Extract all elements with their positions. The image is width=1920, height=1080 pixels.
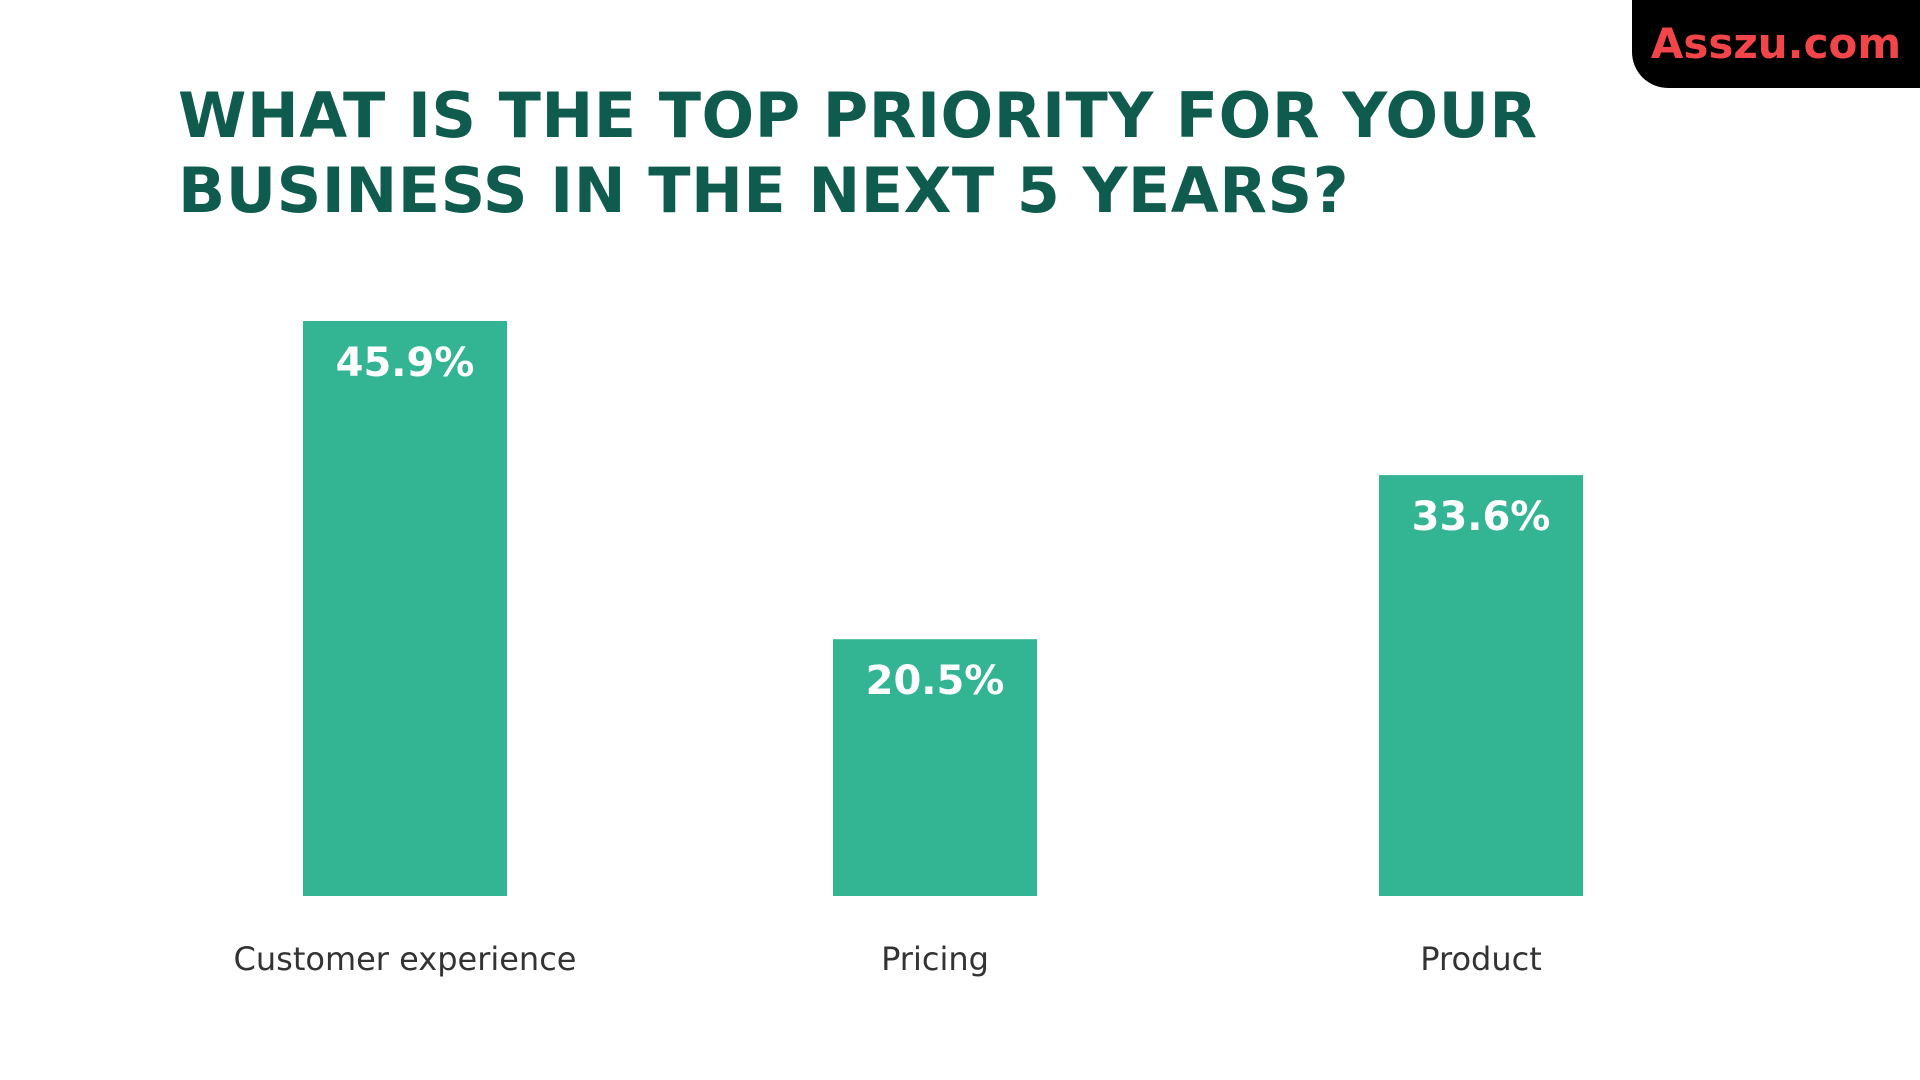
category-label: Pricing xyxy=(881,940,989,978)
data-label: 45.9% xyxy=(336,340,475,386)
category-label: Product xyxy=(1420,940,1542,978)
chart-title-line-2: BUSINESS IN THE NEXT 5 YEARS? xyxy=(178,154,1350,227)
watermark-badge: Asszu.com xyxy=(1632,0,1920,88)
bar-product xyxy=(1379,475,1583,896)
chart-title: WHAT IS THE TOP PRIORITY FOR YOUR BUSINE… xyxy=(178,78,1578,228)
bar-pricing xyxy=(833,639,1037,896)
category-label: Customer experience xyxy=(234,940,577,978)
chart-title-line-1: WHAT IS THE TOP PRIORITY FOR YOUR xyxy=(178,79,1538,152)
data-label: 33.6% xyxy=(1412,494,1551,540)
data-label: 20.5% xyxy=(866,658,1005,704)
bar-customer-experience xyxy=(303,321,507,896)
